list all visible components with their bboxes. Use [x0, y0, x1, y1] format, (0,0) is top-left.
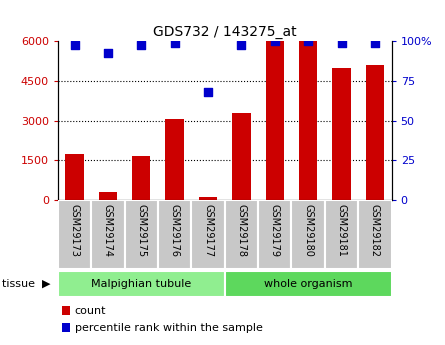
Text: GSM29176: GSM29176 [170, 204, 180, 257]
Bar [232, 113, 251, 200]
Bar [158, 200, 191, 269]
Bar [65, 154, 84, 200]
Bar [191, 200, 225, 269]
Point [238, 42, 245, 47]
Text: percentile rank within the sample: percentile rank within the sample [75, 323, 263, 333]
Text: whole organism: whole organism [264, 279, 352, 289]
Bar [132, 156, 150, 200]
Bar [225, 270, 392, 297]
Bar [58, 270, 225, 297]
Bar [166, 119, 184, 200]
Text: tissue  ▶: tissue ▶ [2, 279, 51, 289]
Bar [199, 197, 217, 200]
Bar [58, 200, 91, 269]
Bar [258, 200, 291, 269]
Bar [358, 200, 392, 269]
Point [138, 42, 145, 47]
Bar [266, 41, 284, 200]
Text: GSM29182: GSM29182 [370, 204, 380, 257]
Text: GSM29180: GSM29180 [303, 204, 313, 256]
Text: GSM29177: GSM29177 [203, 204, 213, 257]
Bar [332, 68, 351, 200]
Point [305, 39, 312, 44]
Point [205, 89, 212, 95]
Text: count: count [75, 306, 106, 315]
Text: GSM29179: GSM29179 [270, 204, 280, 257]
Text: GSM29174: GSM29174 [103, 204, 113, 257]
Bar [91, 200, 125, 269]
Point [338, 40, 345, 46]
Point [271, 39, 279, 44]
Point [71, 42, 78, 47]
Bar [299, 41, 317, 200]
Bar [225, 200, 258, 269]
Text: GSM29175: GSM29175 [136, 204, 146, 257]
Text: Malpighian tubule: Malpighian tubule [91, 279, 191, 289]
Bar [99, 192, 117, 200]
Text: GSM29178: GSM29178 [236, 204, 247, 257]
Point [372, 40, 379, 46]
Point [105, 50, 112, 55]
Point [171, 40, 178, 46]
Bar [125, 200, 158, 269]
Bar [325, 200, 358, 269]
Bar [366, 65, 384, 200]
Text: GSM29181: GSM29181 [336, 204, 347, 256]
Title: GDS732 / 143275_at: GDS732 / 143275_at [153, 25, 296, 39]
Text: GSM29173: GSM29173 [69, 204, 80, 257]
Bar [291, 200, 325, 269]
